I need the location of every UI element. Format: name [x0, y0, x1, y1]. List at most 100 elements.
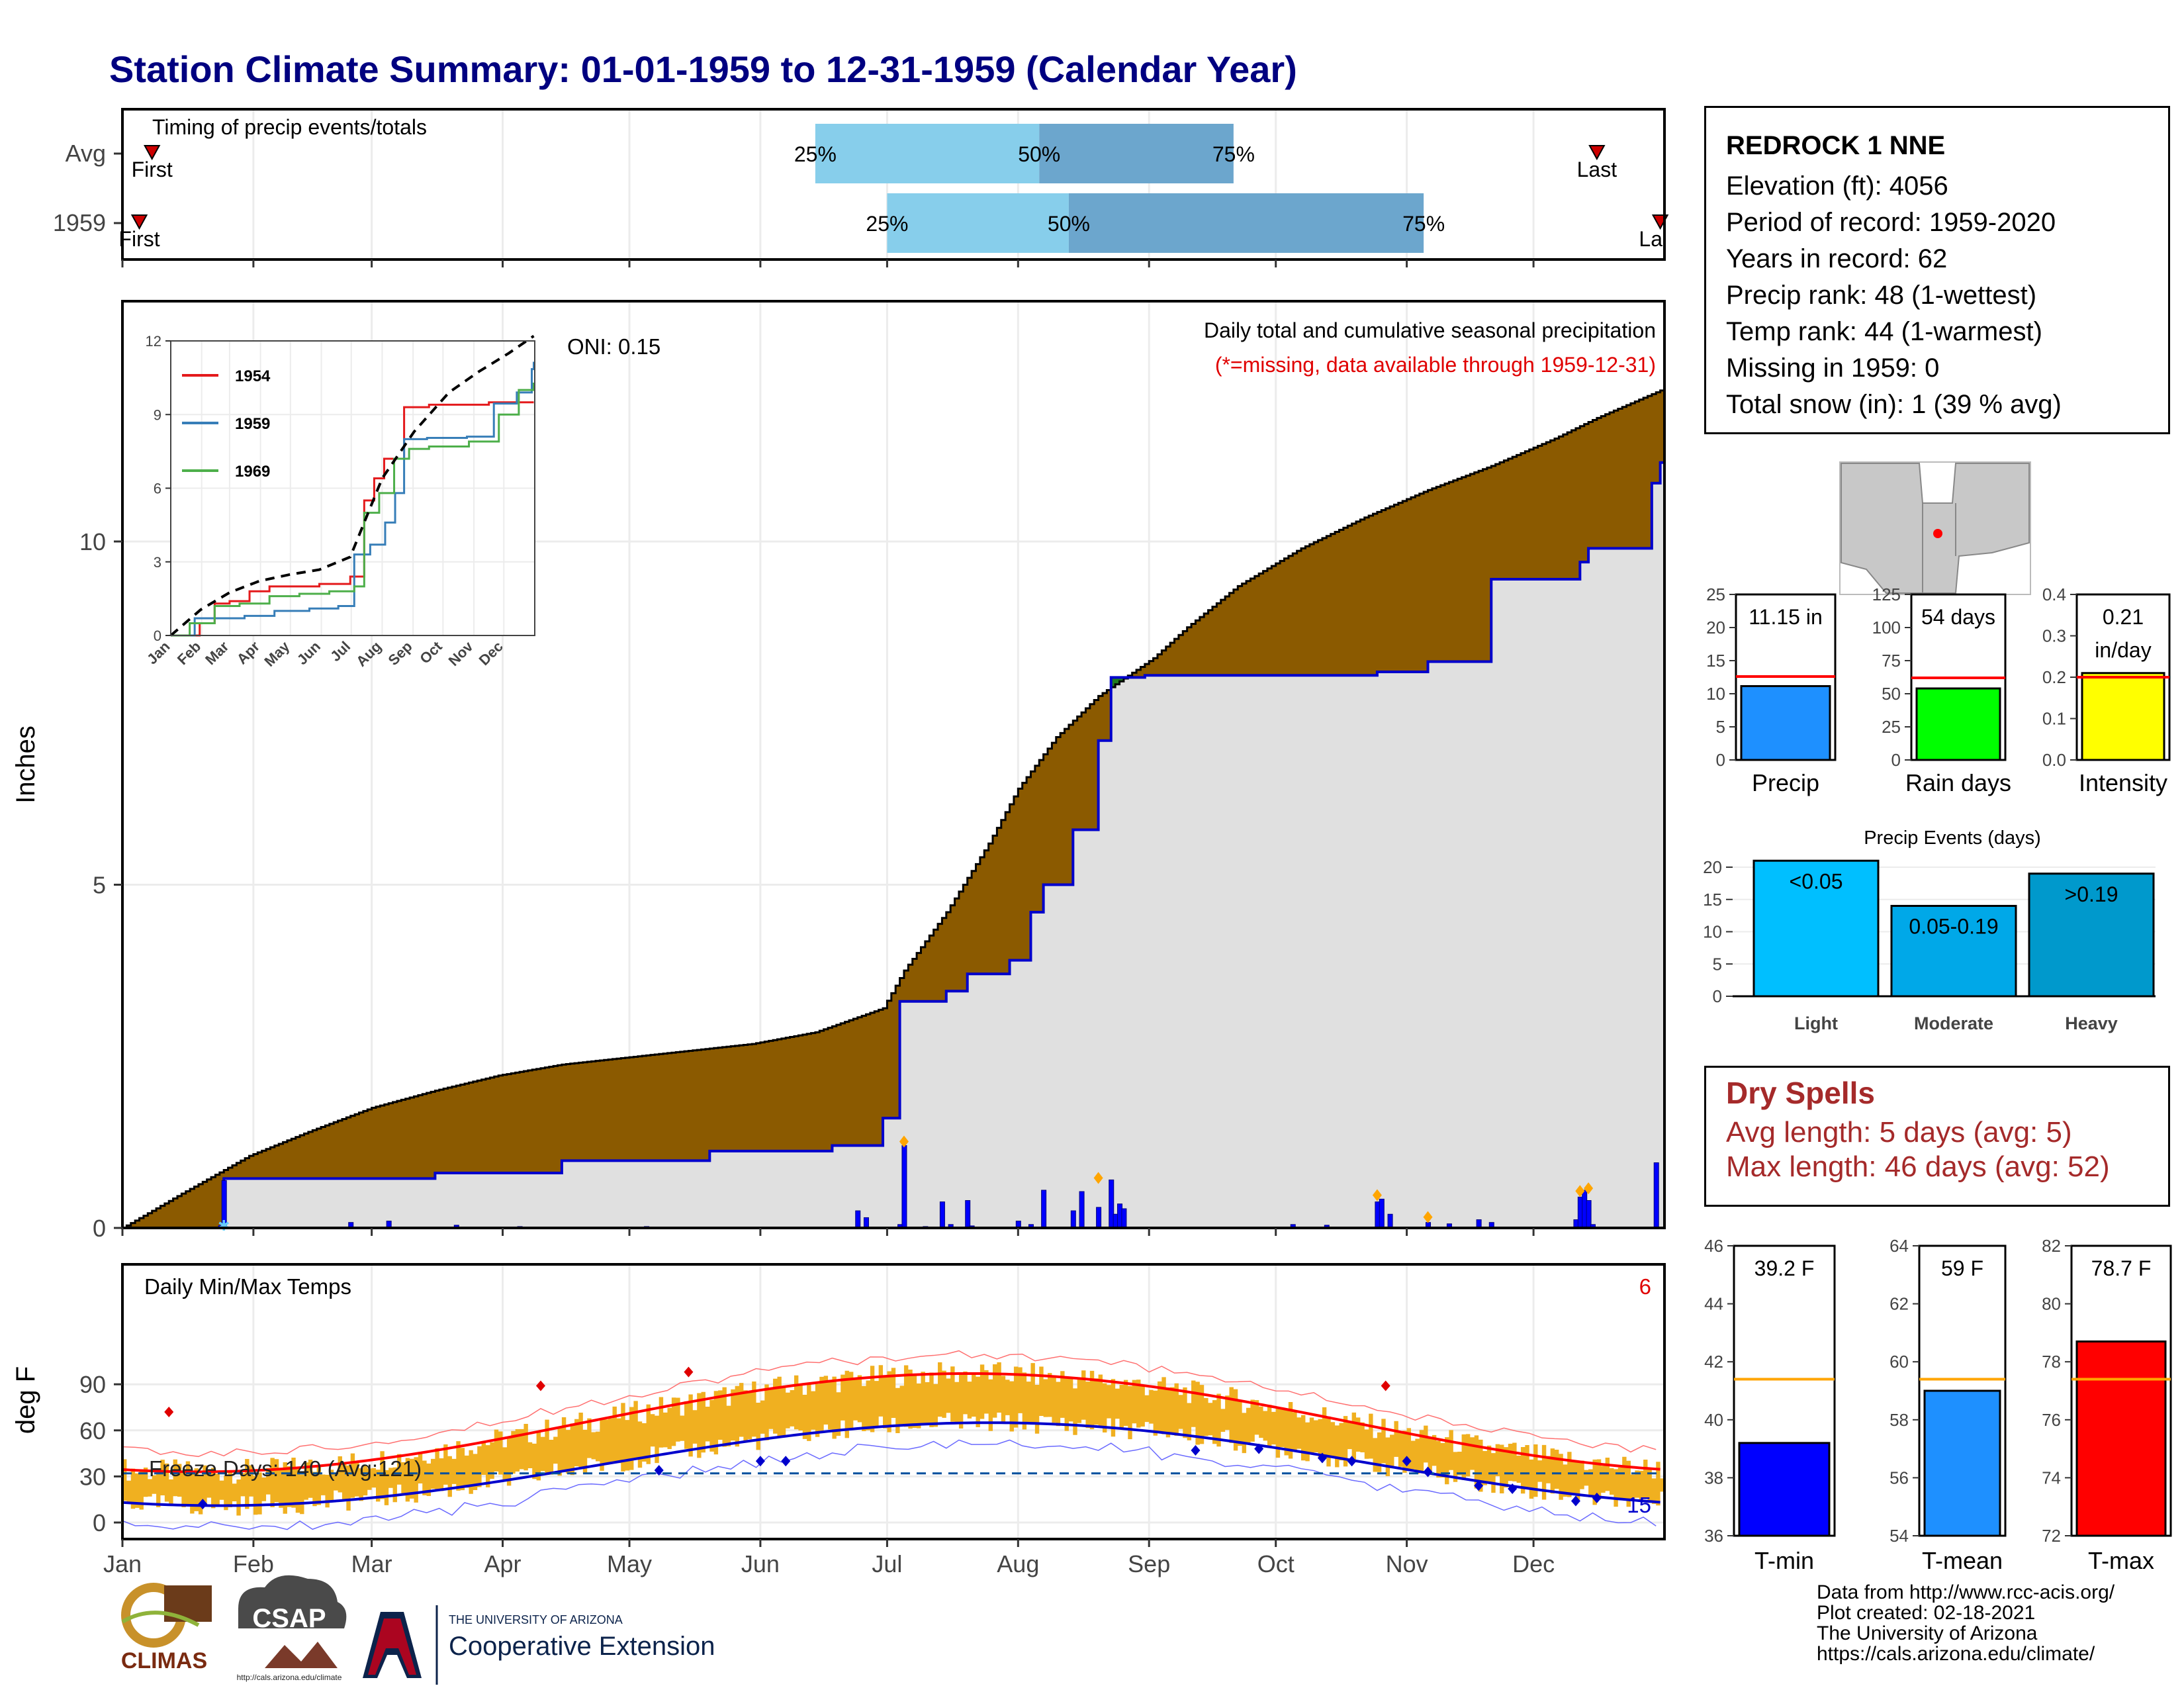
record-low-marker	[1423, 1466, 1433, 1477]
daily-precip-bar	[1387, 1213, 1393, 1229]
record-low-marker	[198, 1499, 208, 1510]
month-axis: Jan Feb Mar Apr May Jun Jul Aug Sep Oct Nov Dec	[103, 1539, 1555, 1577]
record-high-marker	[535, 1380, 545, 1391]
events-ytick-label: 10	[1703, 922, 1722, 942]
station-years: Years in record: 62	[1726, 244, 1948, 273]
last-marker	[1588, 145, 1606, 161]
precip-total-axis-label: Precip	[1752, 769, 1819, 796]
precip-ytick-label: 0	[93, 1215, 106, 1242]
tmean-bar	[1923, 1389, 2001, 1537]
station-missing: Missing in 1959: 0	[1726, 353, 1940, 383]
events-bar-label: 0.05-0.19	[1909, 915, 1998, 939]
first-marker	[143, 145, 161, 161]
month-label: Mar	[351, 1550, 392, 1577]
rain-days-ytick-label: 50	[1882, 684, 1901, 704]
deficit-area	[126, 390, 1665, 1228]
obs-cumulative-line	[122, 461, 1664, 1229]
daily-precip-bar	[1121, 1208, 1127, 1229]
record-low-marker	[755, 1456, 765, 1467]
temp-title: Daily Min/Max Temps	[144, 1274, 351, 1299]
daily-temp-bars	[122, 1362, 1665, 1516]
record-low-marker	[654, 1465, 664, 1476]
events-title: Precip Events (days)	[1864, 827, 2041, 849]
summary-bars: 0 5 10 15 20 25 11.15 in Precip 0 25 50 75 100 125 54 …	[1706, 585, 2171, 796]
precip-total-ytick-label: 5	[1716, 717, 1725, 737]
csap-logo-text: CSAP	[252, 1604, 326, 1633]
tmean-ytick-label: 56	[1889, 1468, 1909, 1487]
csap-cloud	[238, 1575, 347, 1642]
avg-min-line	[122, 1421, 1661, 1507]
rain-days-ytick-label: 100	[1872, 618, 1901, 637]
month-label: Apr	[484, 1550, 522, 1577]
record-low-count: 15	[1627, 1493, 1651, 1517]
events-category-label: Heavy	[2065, 1013, 2118, 1033]
last-label: Last	[1577, 158, 1617, 181]
record-low-marker	[1254, 1443, 1264, 1454]
station-location-dot	[1933, 529, 1942, 538]
timing-pct-label: 25%	[794, 142, 837, 166]
heavy-event-marker	[1372, 1189, 1382, 1201]
timing-pct-label: 75%	[1212, 142, 1255, 166]
rain-days-bar	[1915, 687, 2001, 761]
ua-small-text: THE UNIVERSITY OF ARIZONA	[449, 1613, 623, 1626]
tmax-ytick-label: 80	[2042, 1294, 2061, 1314]
record-high-count: 6	[1639, 1274, 1651, 1299]
events-bar-label: >0.19	[2065, 882, 2118, 906]
tmin-ytick-label: 42	[1704, 1352, 1723, 1372]
events-category-label: Light	[1794, 1013, 1838, 1033]
events-ytick-label: 0	[1713, 986, 1722, 1006]
month-label: Jul	[872, 1550, 902, 1577]
record-low-marker	[1317, 1452, 1327, 1464]
rain-days-ytick-label: 0	[1891, 750, 1901, 770]
rain-days-ytick-label: 75	[1882, 651, 1901, 671]
daily-precip-bar	[1653, 1162, 1659, 1229]
station-info-box: REDROCK 1 NNE Elevation (ft): 4056 Perio…	[1704, 106, 2170, 434]
timing-bar-25-50	[815, 124, 1040, 183]
precip-panel: ✱ 0 5 10 Inches Daily total and cumulative se…	[11, 300, 1666, 1242]
record-low-marker	[1347, 1456, 1357, 1467]
precip-total-ytick-label: 10	[1706, 684, 1725, 704]
daily-precip-bar	[1096, 1207, 1102, 1229]
inset-ytick-label: 0	[154, 628, 161, 644]
avg-cumulative-line	[122, 389, 1664, 1229]
intensity-value-label-unit: in/day	[2095, 638, 2151, 662]
inset-legend-label: 1959	[235, 415, 270, 433]
temp-ytick-label: 0	[93, 1509, 106, 1536]
timing-pct-label: 50%	[1048, 212, 1090, 236]
credit-data-source: Data from http://www.rcc-acis.org/	[1817, 1581, 2115, 1603]
station-period: Period of record: 1959-2020	[1726, 208, 2056, 237]
daily-precip-bar	[1070, 1210, 1076, 1229]
month-label: Feb	[233, 1550, 274, 1577]
tmin-axis-label: T-min	[1754, 1547, 1814, 1574]
tmax-ytick-label: 78	[2042, 1352, 2061, 1372]
station-snow: Total snow (in): 1 (39 % avg)	[1726, 390, 2062, 419]
inset-ytick-label: 12	[146, 333, 161, 350]
inset-ytick-label: 9	[154, 406, 161, 423]
events-bar	[2028, 872, 2155, 998]
tmax-ytick-label: 82	[2042, 1236, 2061, 1256]
tmin-ytick-label: 46	[1704, 1236, 1723, 1256]
inset-line-1954	[171, 401, 534, 637]
timing-pct-label: 75%	[1402, 212, 1445, 236]
tmax-axis-label: T-max	[2088, 1547, 2154, 1574]
intensity-value-label: 0.21	[2103, 605, 2144, 629]
tmax-bar	[2075, 1340, 2167, 1537]
record-low-marker	[1402, 1456, 1412, 1467]
daily-precip-bar	[1379, 1198, 1385, 1229]
record-high-marker	[164, 1406, 174, 1417]
record-low-marker	[1592, 1492, 1602, 1503]
daily-precip-bar	[864, 1217, 870, 1229]
events-bar	[1890, 905, 2017, 998]
rain-days-value-label: 54 days	[1921, 605, 1995, 629]
ua-a-inner	[368, 1618, 416, 1675]
events-bar	[1752, 859, 1880, 998]
station-temp-rank: Temp rank: 44 (1-warmest)	[1726, 317, 2042, 346]
arizona-map	[1839, 461, 2031, 595]
temperature-bars: 36 38 40 42 44 46 39.2 F T-min 54 56 58 60 62 64 59 F T…	[1704, 1236, 2172, 1574]
intensity-ytick-label: 0.4	[2042, 585, 2066, 604]
events-ytick-label: 15	[1703, 890, 1722, 910]
snow-marker: ✱	[218, 1217, 230, 1234]
precip-ylabel: Inches	[11, 726, 40, 804]
tmax-value-label: 78.7 F	[2091, 1256, 2152, 1280]
daily-precip-bar	[901, 1145, 907, 1229]
